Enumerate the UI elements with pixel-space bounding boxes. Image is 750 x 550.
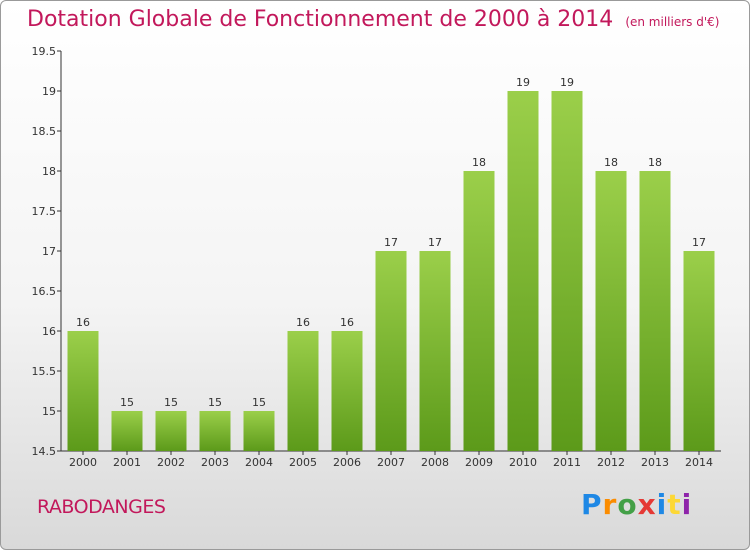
y-tick-label: 17.5 — [32, 205, 57, 218]
y-tick-label: 15 — [42, 405, 56, 418]
bar — [199, 411, 231, 451]
bar-value-label: 19 — [516, 76, 530, 89]
bar-value-label: 16 — [340, 316, 354, 329]
bar — [67, 331, 99, 451]
bar-value-label: 15 — [120, 396, 134, 409]
x-tick-label: 2009 — [465, 456, 493, 469]
bar-value-label: 19 — [560, 76, 574, 89]
y-tick-label: 17 — [42, 245, 56, 258]
x-tick-label: 2001 — [113, 456, 141, 469]
x-tick-label: 2007 — [377, 456, 405, 469]
bar — [595, 171, 627, 451]
chart-subtitle: (en milliers d'€) — [625, 15, 720, 29]
bar — [331, 331, 363, 451]
x-tick-label: 2010 — [509, 456, 537, 469]
y-tick-label: 19.5 — [32, 45, 57, 58]
bar — [551, 91, 583, 451]
y-tick-label: 16 — [42, 325, 56, 338]
x-tick-label: 2003 — [201, 456, 229, 469]
bar-value-label: 17 — [428, 236, 442, 249]
bar-value-label: 18 — [648, 156, 662, 169]
bar — [243, 411, 275, 451]
bar-value-label: 15 — [208, 396, 222, 409]
bar-value-label: 15 — [252, 396, 266, 409]
x-tick-label: 2011 — [553, 456, 581, 469]
bar-value-label: 17 — [384, 236, 398, 249]
y-tick-label: 14.5 — [32, 445, 57, 458]
x-tick-label: 2002 — [157, 456, 185, 469]
x-tick-label: 2008 — [421, 456, 449, 469]
bar-value-label: 16 — [76, 316, 90, 329]
y-tick-label: 15.5 — [32, 365, 57, 378]
chart-title-text: Dotation Globale de Fonctionnement de 20… — [27, 7, 614, 32]
y-tick-label: 16.5 — [32, 285, 57, 298]
x-tick-label: 2000 — [69, 456, 97, 469]
bar — [155, 411, 187, 451]
x-tick-label: 2006 — [333, 456, 361, 469]
commune-name: RABODANGES — [37, 496, 166, 518]
bar — [507, 91, 539, 451]
x-tick-label: 2004 — [245, 456, 273, 469]
y-tick-label: 18 — [42, 165, 56, 178]
bar-value-label: 16 — [296, 316, 310, 329]
bar-value-label: 18 — [604, 156, 618, 169]
bar — [683, 251, 715, 451]
bar — [111, 411, 143, 451]
x-tick-label: 2012 — [597, 456, 625, 469]
bar — [419, 251, 451, 451]
y-tick-label: 18.5 — [32, 125, 57, 138]
bar — [375, 251, 407, 451]
bar — [639, 171, 671, 451]
bar-value-label: 18 — [472, 156, 486, 169]
proxiti-logo: Proxiti — [581, 488, 693, 521]
x-tick-label: 2005 — [289, 456, 317, 469]
chart-title: Dotation Globale de Fonctionnement de 20… — [27, 7, 719, 32]
x-tick-label: 2014 — [685, 456, 713, 469]
bar-value-label: 17 — [692, 236, 706, 249]
bar — [287, 331, 319, 451]
bar-value-label: 15 — [164, 396, 178, 409]
bar — [463, 171, 495, 451]
y-tick-label: 19 — [42, 85, 56, 98]
x-tick-label: 2013 — [641, 456, 669, 469]
